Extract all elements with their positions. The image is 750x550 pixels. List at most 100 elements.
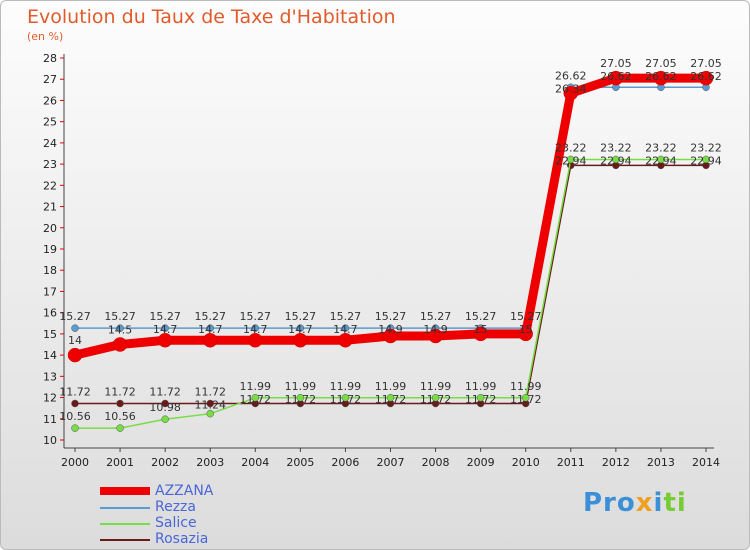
data-point-rezza (296, 324, 305, 332)
data-point-salice (386, 394, 395, 402)
data-label-salice: 11.24 (194, 398, 226, 411)
data-label-azzana: 14.7 (288, 323, 313, 336)
x-tick-label: 2010 (512, 456, 540, 469)
data-point-rezza (341, 324, 350, 332)
data-label-salice: 11.99 (330, 380, 362, 393)
data-label-rezza: 15.27 (510, 310, 542, 323)
data-point-azzana (293, 333, 308, 348)
y-tick-label: 26 (43, 94, 57, 107)
data-label-azzana: 14.9 (423, 323, 448, 336)
data-point-azzana (112, 337, 128, 352)
data-label-rezza: 15.27 (194, 310, 226, 323)
data-point-rezza (71, 324, 79, 332)
series-line-rezza (75, 86, 706, 329)
legend-label-salice: Salice (155, 515, 197, 531)
legend-swatch-rezza (100, 507, 150, 509)
data-label-salice: 23.22 (600, 141, 632, 154)
legend-label-rezza: Rezza (155, 499, 196, 515)
data-point-salice (251, 394, 260, 402)
y-tick-label: 17 (43, 285, 57, 298)
data-label-azzana: 15 (519, 323, 533, 336)
data-point-rosazia (206, 399, 214, 408)
data-label-salice: 11.99 (375, 380, 407, 393)
x-tick-label: 2011 (557, 456, 585, 469)
data-label-azzana: 14 (68, 334, 82, 347)
data-label-salice: 11.99 (420, 380, 452, 393)
data-label-rezza: 15.27 (149, 310, 181, 323)
data-point-salice (296, 394, 305, 402)
data-point-rezza (206, 324, 214, 332)
y-tick-label: 28 (43, 52, 57, 65)
data-label-salice: 11.99 (285, 380, 317, 393)
data-point-rosazia (71, 399, 79, 408)
data-label-rezza: 15.27 (465, 310, 497, 323)
data-point-azzana (157, 333, 173, 348)
chart-title: Evolution du Taux de Taxe d'Habitation (27, 6, 396, 28)
x-tick-label: 2005 (286, 456, 314, 469)
data-label-rezza: 15.27 (420, 310, 452, 323)
x-tick-label: 2003 (196, 456, 224, 469)
data-label-rosazia: 11.72 (194, 385, 226, 398)
y-tick-label: 10 (43, 434, 57, 447)
legend-label-rosazia: Rosazia (155, 531, 209, 547)
proxiti-logo: Proxiti (583, 488, 687, 518)
data-point-azzana (202, 333, 218, 348)
y-tick-label: 24 (43, 137, 57, 150)
data-label-rezza: 15.27 (375, 310, 407, 323)
data-point-azzana (563, 85, 579, 101)
data-label-azzana: 14.9 (378, 323, 403, 336)
y-tick-label: 12 (43, 392, 57, 405)
y-tick-label: 20 (43, 222, 57, 235)
x-tick-label: 2012 (602, 456, 630, 469)
x-tick-label: 2007 (377, 456, 405, 469)
data-point-rosazia (116, 399, 124, 408)
data-label-rosazia: 22.94 (600, 154, 632, 167)
data-label-rosazia: 11.72 (104, 385, 136, 398)
y-tick-label: 18 (43, 264, 57, 277)
x-tick-label: 2004 (241, 456, 269, 469)
y-tick-label: 16 (43, 307, 57, 320)
x-tick-label: 2014 (692, 456, 720, 469)
data-label-rosazia: 11.72 (149, 385, 181, 398)
legend-swatch-rosazia (100, 539, 150, 541)
data-label-rosazia: 22.94 (645, 154, 677, 167)
data-point-salice (116, 424, 124, 432)
data-label-salice: 23.22 (555, 141, 587, 154)
data-point-rosazia (161, 399, 169, 408)
data-label-rezza: 26.62 (555, 69, 587, 82)
data-point-rezza (161, 324, 169, 332)
y-tick-label: 13 (43, 370, 57, 383)
data-label-rezza: 26.62 (645, 70, 677, 83)
y-tick-label: 27 (43, 73, 57, 86)
data-label-azzana: 27.05 (690, 57, 722, 70)
data-point-salice (71, 424, 79, 432)
data-label-azzana: 14.7 (153, 323, 178, 336)
data-point-salice (431, 394, 440, 402)
y-tick-label: 15 (43, 328, 57, 341)
series-line-rosazia (75, 164, 706, 405)
legend-label-azzana: AZZANA (155, 483, 214, 499)
data-point-salice (476, 394, 485, 402)
data-label-rosazia: 22.94 (555, 154, 587, 167)
data-point-salice (702, 155, 710, 164)
legend-swatch-salice (100, 523, 150, 525)
data-label-rezza: 15.27 (330, 310, 362, 323)
data-label-azzana: 26.34 (555, 82, 587, 95)
data-label-rosazia: 22.94 (690, 154, 722, 167)
data-label-azzana: 14.5 (108, 324, 133, 337)
data-label-salice: 23.22 (690, 141, 722, 154)
y-tick-label: 11 (43, 413, 57, 426)
data-label-azzana: 27.05 (600, 57, 632, 70)
data-point-azzana (428, 328, 443, 344)
data-point-azzana (698, 70, 714, 86)
data-label-azzana: 14.7 (243, 323, 268, 336)
data-point-salice (657, 155, 665, 164)
data-point-azzana (67, 347, 83, 363)
data-label-rezza: 15.27 (285, 310, 317, 323)
y-tick-label: 23 (43, 158, 57, 171)
data-point-salice (161, 415, 169, 423)
data-label-rosazia: 11.72 (465, 393, 497, 406)
data-label-azzana: 14.7 (198, 323, 223, 336)
data-label-rosazia: 11.72 (240, 393, 272, 406)
